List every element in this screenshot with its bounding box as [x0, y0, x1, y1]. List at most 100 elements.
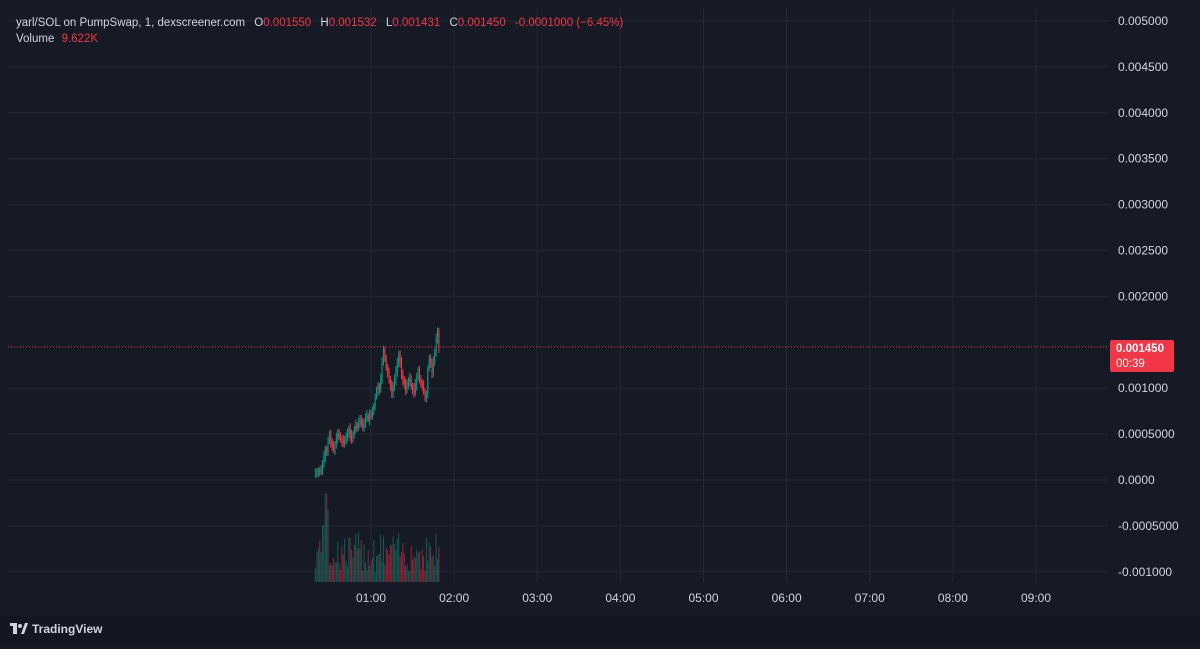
candle-body [356, 424, 358, 428]
volume-bar [342, 554, 344, 582]
volume-bar [352, 557, 354, 582]
candle-body [338, 434, 340, 437]
volume-bar [417, 552, 419, 582]
candle-body [348, 429, 350, 433]
volume-bar [355, 533, 357, 582]
volume-bar [369, 566, 371, 582]
volume-bar [414, 558, 416, 582]
candle-body [377, 385, 379, 392]
volume-bar [317, 548, 319, 582]
candle-body [410, 379, 412, 387]
candle-body [353, 429, 355, 435]
time-tick-label: 06:00 [772, 591, 802, 605]
volume-bar [328, 565, 330, 582]
candle-body [406, 385, 408, 391]
price-tick-label: 0.001000 [1118, 381, 1168, 395]
candle-body [333, 446, 335, 449]
candle-body [412, 386, 414, 390]
candle-body [437, 331, 438, 340]
candle-body [380, 379, 382, 390]
high-label: H [320, 17, 329, 29]
volume-bar [387, 550, 389, 582]
candle-body [389, 379, 391, 385]
low-value: 0.001431 [392, 17, 441, 29]
volume-bar [337, 541, 339, 582]
candle-body [327, 440, 329, 452]
candle-body [328, 435, 330, 441]
candle-body [385, 358, 387, 369]
candle-body [403, 379, 405, 385]
grid-lines [8, 8, 1108, 582]
volume-bar [382, 536, 384, 582]
time-axis[interactable]: 01:00 02:00 03:00 04:00 05:00 06:00 07:00 08:00… [356, 591, 1051, 605]
time-tick-label: 01:00 [356, 591, 386, 605]
candle-body [322, 463, 324, 470]
volume-bar [407, 571, 409, 582]
candle-body [373, 406, 375, 412]
candle-body [434, 351, 436, 363]
volume-bar [424, 570, 426, 582]
volume-bar [402, 543, 404, 582]
volume-bar [374, 571, 376, 582]
time-tick-label: 04:00 [605, 591, 635, 605]
volume-bar [412, 559, 414, 582]
candle-body [381, 362, 383, 380]
candle-body [425, 393, 427, 398]
time-tick-label: 02:00 [439, 591, 469, 605]
candle-body [414, 384, 416, 393]
candle-body [341, 439, 343, 442]
volume-bar [434, 566, 436, 582]
volume-bar [423, 555, 425, 582]
volume-bar [391, 544, 393, 582]
volume-bar [373, 540, 375, 582]
candle-body [335, 438, 337, 445]
price-axis[interactable]: 0.005000 0.004500 0.004000 0.003500 0.003000… [1118, 14, 1179, 579]
volume-bar [340, 570, 342, 582]
candle-body [399, 355, 401, 363]
volume-bar [356, 548, 358, 582]
volume-bar [371, 557, 373, 582]
candle-body [352, 434, 354, 439]
candle-body [402, 373, 404, 380]
volume-bar [338, 563, 340, 582]
volume-bar [405, 565, 407, 582]
price-tick-label: -0.0005000 [1118, 519, 1179, 533]
volume-bars [315, 493, 440, 582]
close-value: 0.001450 [457, 17, 506, 29]
volume-bar [320, 552, 322, 582]
price-tick-label: 0.005000 [1118, 14, 1168, 28]
candle-body [432, 362, 434, 372]
candle-body [340, 436, 342, 440]
candle-body [319, 470, 321, 472]
candlesticks [315, 327, 440, 478]
candle-body [431, 364, 433, 372]
candle-body [342, 441, 344, 444]
tradingview-brand[interactable]: TradingView [10, 622, 102, 636]
candle-body [420, 379, 422, 385]
candle-body [324, 448, 326, 457]
tradingview-logo-icon [10, 623, 28, 634]
candle-body [417, 369, 419, 378]
candle-body [334, 444, 336, 449]
volume-bar [425, 537, 427, 582]
last-price-value: 0.001450 [1116, 343, 1164, 355]
candle-body [326, 448, 328, 452]
symbol-title[interactable]: yarl/SOL on PumpSwap, 1, dexscreener.com [16, 17, 246, 29]
candle-body [435, 339, 437, 352]
candle-body [376, 391, 378, 397]
high-value: 0.001532 [328, 17, 377, 29]
time-tick-label: 03:00 [522, 591, 552, 605]
candle-body [366, 415, 368, 419]
candle-body [388, 373, 390, 380]
candle-body [407, 381, 409, 386]
volume-bar [420, 569, 422, 582]
volume-bar [431, 556, 433, 582]
volume-bar [359, 548, 361, 582]
price-tick-label: -0.001000 [1118, 565, 1172, 579]
volume-label[interactable]: Volume [16, 33, 55, 45]
volume-bar [335, 562, 337, 582]
candle-body [438, 331, 440, 347]
close-label: C [449, 17, 458, 29]
